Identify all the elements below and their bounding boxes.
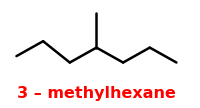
Text: 3 – methylhexane: 3 – methylhexane	[17, 86, 176, 101]
